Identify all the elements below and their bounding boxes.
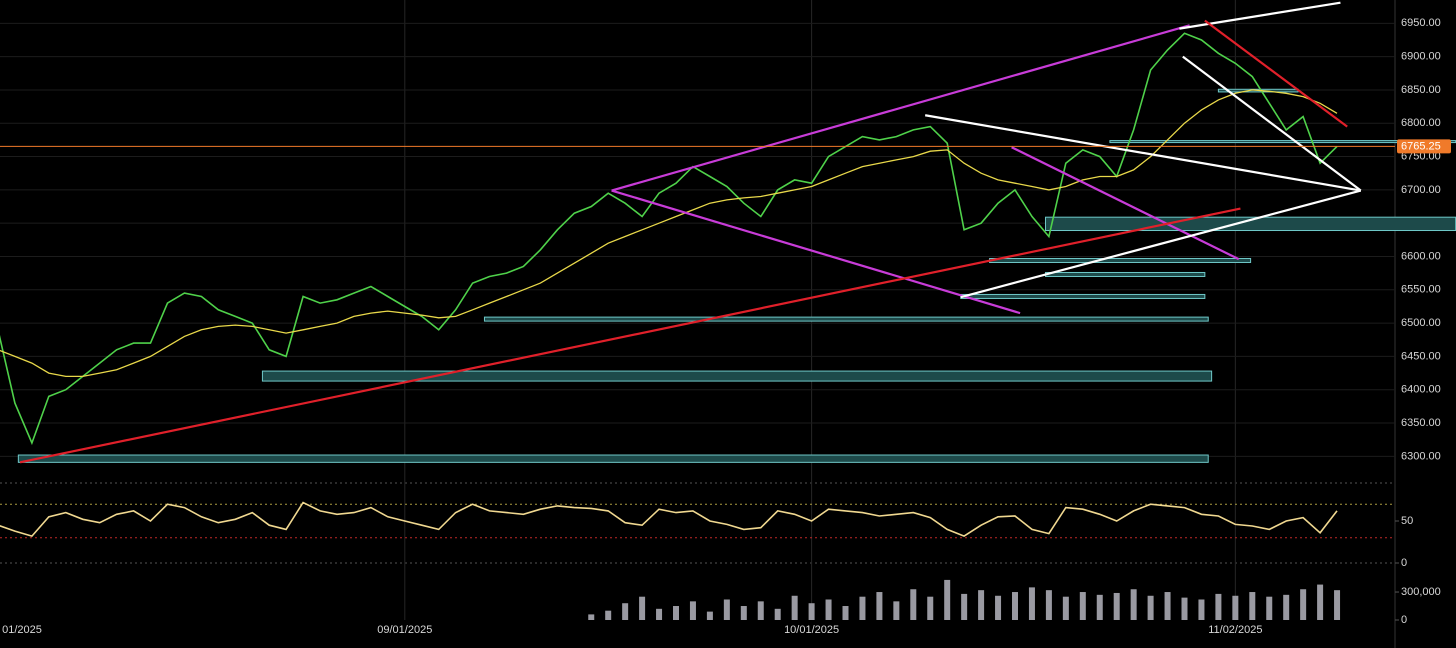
volume-bar — [1130, 589, 1137, 620]
volume-bar — [791, 595, 798, 620]
volume-bar — [1198, 599, 1205, 620]
x-tick-label: 09/01/2025 — [377, 624, 432, 636]
volume-bar — [910, 589, 917, 620]
trend-line — [1011, 146, 1240, 261]
trend-line — [19, 207, 1241, 464]
volume-bar — [893, 601, 900, 620]
y-tick-label: 6600.00 — [1401, 250, 1441, 262]
y-tick-label: 6500.00 — [1401, 317, 1441, 329]
volume-bar — [723, 599, 730, 620]
volume-bar — [927, 596, 934, 620]
trend-line — [1182, 55, 1362, 192]
volume-bar — [1096, 594, 1103, 620]
volume-bar — [740, 606, 747, 620]
volume-bar — [1012, 592, 1018, 620]
y-tick-label: 6800.00 — [1401, 117, 1441, 129]
support-zone — [960, 293, 1206, 299]
volume-bar — [706, 611, 713, 620]
volume-bar — [1147, 595, 1154, 620]
support-zone — [483, 316, 1209, 322]
volume-bar — [978, 590, 985, 620]
support-zone — [17, 454, 1209, 463]
volume-bar — [588, 614, 595, 620]
volume-bar — [1181, 597, 1188, 620]
volume-bar — [1249, 592, 1256, 620]
support-zone — [1045, 271, 1206, 277]
volume-bar — [842, 606, 849, 620]
y-tick-label: 6700.00 — [1401, 184, 1441, 196]
y-tick-label: 6550.00 — [1401, 284, 1441, 296]
volume-bar — [757, 601, 764, 620]
volume-bar — [1232, 595, 1239, 620]
volume-bar — [1113, 592, 1120, 620]
y-tick-label: 6450.00 — [1401, 350, 1441, 362]
y-tick-label: 300,000 — [1401, 586, 1441, 598]
y-tick-label: 0 — [1401, 614, 1407, 626]
volume-bar — [673, 606, 679, 620]
volume-bar — [825, 599, 832, 620]
trend-line — [611, 24, 1190, 192]
y-tick-label: 0 — [1401, 557, 1407, 569]
volume-bar — [859, 596, 866, 620]
line-series — [0, 32, 1338, 446]
last-price-box — [1397, 139, 1451, 154]
volume-bar — [774, 608, 781, 620]
y-tick-label: 6750.00 — [1401, 150, 1441, 162]
y-tick-label: 6300.00 — [1401, 450, 1441, 462]
y-tick-label: 6950.00 — [1401, 17, 1441, 29]
trend-line — [924, 114, 1361, 192]
volume-bar — [1062, 596, 1069, 620]
line-series — [0, 89, 1338, 378]
trend-line — [960, 189, 1362, 299]
volume-bar — [1283, 594, 1290, 620]
trend-line — [611, 189, 1021, 315]
volume-bar — [1300, 589, 1307, 620]
volume-bar — [1215, 593, 1222, 620]
volume-bar — [808, 603, 815, 620]
trend-line — [1204, 19, 1348, 128]
volume-bar — [995, 595, 1002, 620]
x-tick-label: 11/02/2025 — [1208, 624, 1262, 636]
support-zone — [989, 257, 1252, 263]
volume-bar — [656, 608, 663, 620]
volume-bar — [639, 596, 646, 620]
y-tick-label: 50 — [1401, 515, 1413, 527]
volume-bar — [1317, 584, 1324, 620]
line-series — [0, 501, 1338, 538]
trend-line — [1179, 1, 1341, 30]
volume-bar — [944, 579, 951, 620]
volume-bar — [1079, 592, 1086, 620]
y-tick-label: 6850.00 — [1401, 84, 1441, 96]
y-tick-label: 6350.00 — [1401, 417, 1441, 429]
volume-bar — [622, 603, 629, 620]
volume-bar — [1164, 592, 1171, 620]
volume-bar — [605, 610, 612, 620]
support-zone — [261, 370, 1213, 382]
volume-bar — [961, 593, 968, 620]
last-price-label: 6765.25 — [1401, 140, 1441, 152]
volume-bar — [876, 592, 883, 620]
x-tick-label: 01/2025 — [2, 624, 42, 636]
y-tick-label: 6900.00 — [1401, 51, 1441, 63]
volume-bar — [1266, 596, 1273, 620]
y-tick-label: 6400.00 — [1401, 384, 1441, 396]
x-tick-label: 10/01/2025 — [784, 624, 839, 636]
volume-bar — [1028, 587, 1035, 620]
volume-bar — [1334, 590, 1341, 620]
volume-bar — [1045, 590, 1052, 620]
volume-bar — [689, 601, 696, 620]
